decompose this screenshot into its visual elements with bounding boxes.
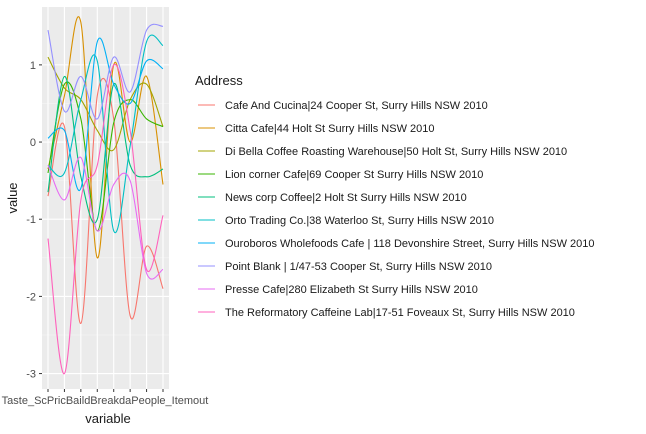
y-tick-label: 0 — [30, 137, 36, 149]
y-axis: 1 0 -1 -2 -3 — [26, 60, 42, 381]
legend-title: Address — [195, 73, 243, 88]
legend-label-4: Lion corner Cafe|69 Cooper St Surry Hill… — [225, 169, 483, 181]
legend-label-8: Point Blank | 1/47-53 Cooper St, Surry H… — [225, 261, 492, 273]
series-line-10 — [47, 63, 164, 375]
legend-label-10: The Reformatory Caffeine Lab|17-51 Fovea… — [225, 307, 575, 319]
legend-label-3: Di Bella Coffee Roasting Warehouse|50 Ho… — [225, 146, 567, 158]
legend-label-2: Citta Cafe|44 Holt St Surry Hills NSW 20… — [225, 123, 434, 135]
x-axis-title: variable — [85, 411, 131, 426]
series-line-1 — [47, 78, 164, 324]
y-tick-label: 1 — [30, 60, 36, 72]
legend-label-5: News corp Coffee|2 Holt St Surry Hills N… — [225, 192, 467, 204]
y-axis-title: value — [5, 182, 20, 213]
y-tick-label: -3 — [26, 369, 36, 381]
legend-label-6: Orto Trading Co.|38 Waterloo St, Surry H… — [225, 215, 494, 227]
series-line-5 — [47, 75, 164, 224]
series-line-7 — [47, 37, 164, 192]
series-lines — [47, 16, 164, 375]
series-line-9 — [47, 156, 164, 280]
legend-label-9: Presse Cafe|280 Elizabeth St Surry Hills… — [225, 284, 478, 296]
panel-background — [42, 7, 169, 389]
legend-label-7: Ouroboros Wholefoods Cafe | 118 Devonshi… — [225, 238, 594, 250]
series-line-4 — [47, 81, 164, 232]
legend-label-1: Cafe And Cucina|24 Cooper St, Surry Hill… — [225, 100, 488, 112]
y-tick-label: -1 — [26, 214, 36, 226]
x-tick-labels: Taste_ScPricBaildBreakdaPeople_Itemout — [2, 395, 209, 407]
y-tick-label: -2 — [26, 291, 36, 303]
series-line-8 — [47, 23, 164, 120]
legend: Address Cafe And Cucina|24 Cooper St, Su… — [195, 73, 594, 319]
x-axis: Taste_ScPricBaildBreakdaPeople_Itemout — [2, 389, 209, 407]
